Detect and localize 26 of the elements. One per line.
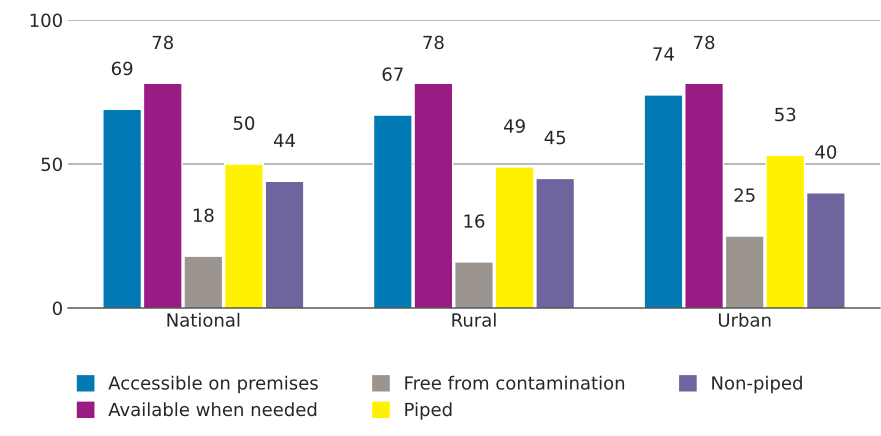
- legend-label: Non-piped: [712, 376, 802, 394]
- data-label: 74: [653, 47, 674, 61]
- legend-label: Piped: [405, 402, 452, 420]
- legend-label: Accessible on premises: [108, 376, 318, 394]
- y-tick-label: 100: [30, 13, 62, 28]
- data-label: 69: [112, 62, 132, 76]
- data-label: 78: [152, 36, 173, 50]
- data-label: 16: [464, 214, 484, 228]
- data-label: 45: [544, 130, 566, 144]
- data-label: 44: [274, 134, 296, 147]
- data-label: 78: [694, 36, 714, 50]
- data-label: 78: [423, 36, 444, 50]
- legend-label: Free from contamination: [405, 376, 624, 390]
- y-tick-label: 50: [42, 157, 62, 172]
- x-tick-label: Urban: [718, 312, 770, 327]
- data-label: 67: [382, 67, 403, 81]
- y-tick-label: 0: [52, 301, 62, 316]
- data-label: 53: [775, 108, 796, 122]
- legend-label: Available when needed: [108, 402, 316, 416]
- data-label: 49: [504, 119, 525, 133]
- data-label: 18: [194, 208, 214, 222]
- data-label: 50: [234, 116, 254, 130]
- x-tick-label: Rural: [452, 312, 496, 327]
- data-label: 25: [734, 188, 755, 202]
- data-label: 40: [815, 145, 836, 159]
- x-tick-label: National: [167, 312, 240, 327]
